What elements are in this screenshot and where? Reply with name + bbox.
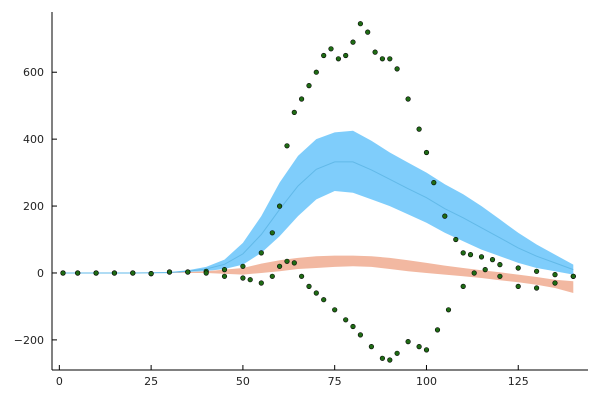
data-point-series-3 bbox=[299, 273, 305, 279]
data-point-series-2 bbox=[478, 254, 485, 260]
y-tick-label: 200 bbox=[23, 200, 44, 213]
data-point-series-2 bbox=[497, 262, 503, 268]
data-point-series-2 bbox=[328, 46, 334, 52]
data-point-series-3 bbox=[394, 350, 400, 356]
data-point-series-3 bbox=[405, 339, 411, 345]
data-point-series-2 bbox=[533, 268, 540, 274]
data-point-series-2 bbox=[489, 257, 496, 263]
data-point-series-3 bbox=[497, 273, 503, 279]
data-point-series-3 bbox=[277, 263, 283, 269]
y-tick-label: 0 bbox=[37, 267, 44, 280]
data-point-series-3 bbox=[434, 327, 441, 333]
data-point-series-2 bbox=[394, 66, 400, 72]
x-tick-label: 125 bbox=[508, 375, 529, 388]
data-point-series-3 bbox=[269, 273, 275, 279]
y-tick-label: −200 bbox=[14, 334, 44, 347]
data-point-series-2 bbox=[291, 109, 297, 115]
data-point-series-2 bbox=[416, 126, 422, 132]
axes: 0 25 50 75 100 125 −200 0 200 400 600 bbox=[14, 12, 588, 388]
data-point-series-2 bbox=[269, 230, 275, 236]
data-point-series-3 bbox=[166, 269, 173, 275]
data-point-series-2 bbox=[335, 56, 342, 62]
data-point-series-3 bbox=[471, 270, 477, 276]
data-point-series-3 bbox=[291, 260, 297, 266]
x-tick-label: 100 bbox=[416, 375, 437, 388]
data-point-series-3 bbox=[515, 283, 521, 290]
data-point-series-3 bbox=[306, 283, 312, 290]
x-tick-label: 25 bbox=[144, 375, 158, 388]
x-tick-label: 75 bbox=[328, 375, 342, 388]
data-point-series-2 bbox=[313, 69, 319, 75]
data-point-series-3 bbox=[75, 270, 81, 276]
data-point-series-3 bbox=[203, 270, 209, 276]
data-point-series-3 bbox=[111, 270, 117, 276]
data-point-series-3 bbox=[387, 357, 393, 363]
data-point-series-3 bbox=[368, 344, 375, 350]
y-tick-label: 400 bbox=[23, 133, 44, 146]
data-point-series-2 bbox=[387, 56, 393, 62]
data-point-series-2 bbox=[306, 82, 312, 89]
band-series-0 bbox=[63, 130, 574, 275]
data-point-series-3 bbox=[185, 269, 191, 275]
data-point-series-3 bbox=[130, 270, 136, 276]
data-point-series-3 bbox=[93, 270, 99, 276]
data-point-series-2 bbox=[379, 56, 386, 62]
data-point-series-3 bbox=[460, 283, 466, 290]
data-point-series-2 bbox=[350, 39, 356, 45]
data-point-series-3 bbox=[332, 307, 338, 313]
band-series-1 bbox=[63, 255, 574, 293]
data-point-series-2 bbox=[515, 265, 521, 271]
data-point-series-3 bbox=[321, 297, 327, 303]
x-tick-label: 0 bbox=[56, 375, 63, 388]
data-point-series-2 bbox=[321, 52, 327, 59]
data-point-series-2 bbox=[258, 250, 264, 256]
data-point-series-3 bbox=[552, 280, 558, 286]
data-point-series-2 bbox=[423, 149, 430, 156]
data-point-series-2 bbox=[431, 180, 437, 186]
data-point-series-3 bbox=[570, 273, 576, 279]
data-point-series-2 bbox=[240, 263, 246, 269]
data-point-series-3 bbox=[482, 267, 488, 273]
data-point-series-3 bbox=[343, 317, 349, 323]
data-point-series-2 bbox=[460, 250, 466, 256]
data-point-series-3 bbox=[445, 307, 452, 313]
data-point-series-3 bbox=[284, 258, 290, 264]
data-point-series-3 bbox=[533, 285, 540, 291]
data-point-series-3 bbox=[313, 290, 319, 296]
data-point-series-2 bbox=[467, 252, 474, 258]
data-point-series-2 bbox=[284, 143, 290, 149]
data-point-series-3 bbox=[247, 277, 253, 283]
data-point-series-3 bbox=[379, 355, 386, 361]
y-tick-label: 600 bbox=[23, 66, 44, 79]
data-point-series-3 bbox=[60, 270, 66, 276]
data-point-series-2 bbox=[405, 96, 411, 102]
data-point-series-2 bbox=[552, 272, 558, 278]
data-point-series-2 bbox=[299, 96, 305, 102]
data-point-series-3 bbox=[240, 275, 246, 281]
data-point-series-2 bbox=[277, 203, 283, 209]
plot-area bbox=[60, 21, 576, 363]
data-point-series-3 bbox=[148, 271, 154, 277]
data-point-series-2 bbox=[221, 267, 228, 273]
data-point-series-2 bbox=[343, 52, 349, 59]
data-point-series-3 bbox=[423, 347, 430, 353]
data-point-series-3 bbox=[416, 344, 422, 350]
data-point-series-2 bbox=[357, 21, 364, 27]
data-point-series-2 bbox=[453, 236, 459, 243]
data-point-series-2 bbox=[372, 49, 378, 55]
data-point-series-3 bbox=[221, 273, 228, 279]
data-point-series-3 bbox=[357, 332, 364, 338]
data-point-series-2 bbox=[442, 213, 448, 219]
x-tick-label: 50 bbox=[236, 375, 250, 388]
data-point-series-3 bbox=[258, 280, 264, 286]
data-point-series-3 bbox=[350, 323, 356, 330]
data-point-series-2 bbox=[365, 29, 371, 35]
